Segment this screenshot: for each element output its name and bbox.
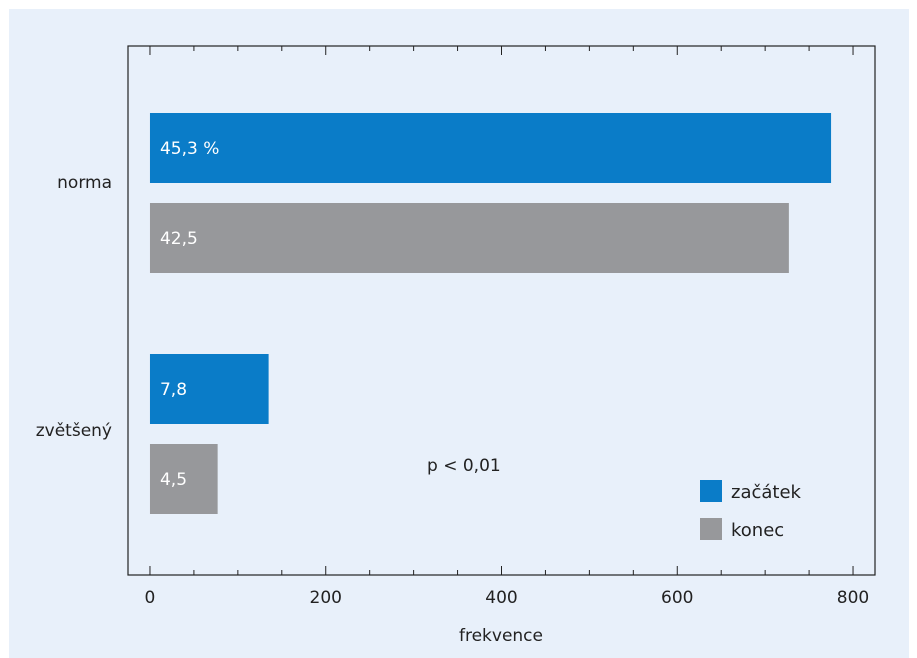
p-value-annotation: p < 0,01: [427, 456, 501, 476]
chart: 0 200 400 600 800 norma zvětšený 45,3 % 42,5 7,…: [9, 9, 909, 658]
x-axis-title: frekvence: [459, 626, 543, 646]
legend-label: začátek: [731, 482, 802, 503]
x-tick-label: 0: [145, 588, 156, 608]
legend-label: konec: [731, 520, 784, 541]
x-tick-label: 200: [310, 588, 342, 608]
legend-swatch: [700, 518, 722, 540]
legend-swatch: [700, 480, 722, 502]
bar: [149, 444, 218, 514]
category-label: norma: [57, 173, 112, 193]
bar-data-label: 42,5: [160, 229, 198, 249]
bar: [149, 113, 832, 183]
category-label: zvětšený: [36, 421, 112, 441]
legend: začátek konec: [700, 480, 802, 541]
x-tick-label: 600: [661, 588, 693, 608]
bar-data-label: 7,8: [160, 380, 187, 400]
x-tick-label: 400: [485, 588, 517, 608]
x-tick-label: 800: [837, 588, 869, 608]
bar: [149, 203, 789, 273]
bar: [149, 354, 269, 424]
bar-data-label: 45,3 %: [160, 139, 219, 159]
chart-background: [9, 9, 909, 658]
bar-data-label: 4,5: [160, 470, 187, 490]
